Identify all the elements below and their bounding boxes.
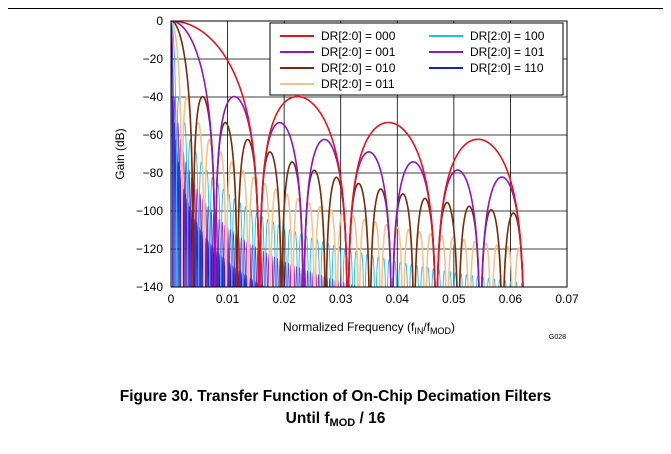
top-rule [8, 8, 663, 9]
series-line-1 [171, 21, 524, 287]
y-tick-labels: 0 −20 −40 −60 −80 −100 −120 −140 [136, 14, 163, 294]
x-tick-labels: 0 0.01 0.02 0.03 0.04 0.05 0.06 0.07 [168, 292, 579, 306]
series-line-3 [171, 21, 524, 287]
x-axis-label: Normalized Frequency (fIN/fMOD) [283, 320, 455, 336]
legend-label-2: DR[2:0] = 010 [321, 61, 396, 75]
legend: DR[2:0] = 000 DR[2:0] = 001 DR[2:0] = 010 D… [269, 22, 564, 96]
series-line-6 [171, 21, 267, 287]
figure-code: G028 [549, 334, 566, 341]
y-tick-label: −80 [143, 166, 164, 180]
legend-label-0: DR[2:0] = 000 [321, 29, 396, 43]
y-tick-label: 0 [156, 14, 163, 28]
y-axis-label: Gain (dB) [113, 128, 127, 179]
x-tick-label: 0.06 [499, 292, 523, 306]
x-tick-label: 0.01 [216, 292, 240, 306]
series-group [171, 21, 524, 287]
y-tick-label: −20 [143, 52, 164, 66]
legend-box [269, 22, 564, 96]
x-tick-label: 0.07 [555, 292, 579, 306]
y-tick-label: −60 [143, 128, 164, 142]
caption-line-1: Figure 30. Transfer Function of On-Chip … [119, 388, 552, 405]
legend-label-5: DR[2:0] = 101 [470, 45, 545, 59]
x-tick-label: 0 [168, 292, 175, 306]
x-tick-label: 0.05 [442, 292, 466, 306]
y-tick-label: −120 [136, 242, 163, 256]
caption-line-2: Until fMOD / 16 [285, 410, 386, 429]
series-line-0 [171, 21, 524, 287]
x-tick-label: 0.02 [272, 292, 296, 306]
y-tick-label: −40 [143, 90, 164, 104]
y-tick-label: −100 [136, 204, 163, 218]
figure-caption: Figure 30. Transfer Function of On-Chip … [0, 386, 671, 434]
y-tick-label: −140 [136, 280, 163, 294]
x-tick-label: 0.03 [329, 292, 353, 306]
x-tick-label: 0.04 [386, 292, 410, 306]
legend-label-4: DR[2:0] = 100 [470, 29, 545, 43]
legend-label-6: DR[2:0] = 110 [470, 61, 544, 75]
legend-label-3: DR[2:0] = 011 [321, 77, 395, 91]
plot-frame [170, 20, 568, 288]
series-line-4 [171, 21, 523, 287]
series-line-5 [171, 21, 361, 287]
series-line-2 [171, 21, 524, 287]
legend-label-1: DR[2:0] = 001 [321, 45, 396, 59]
